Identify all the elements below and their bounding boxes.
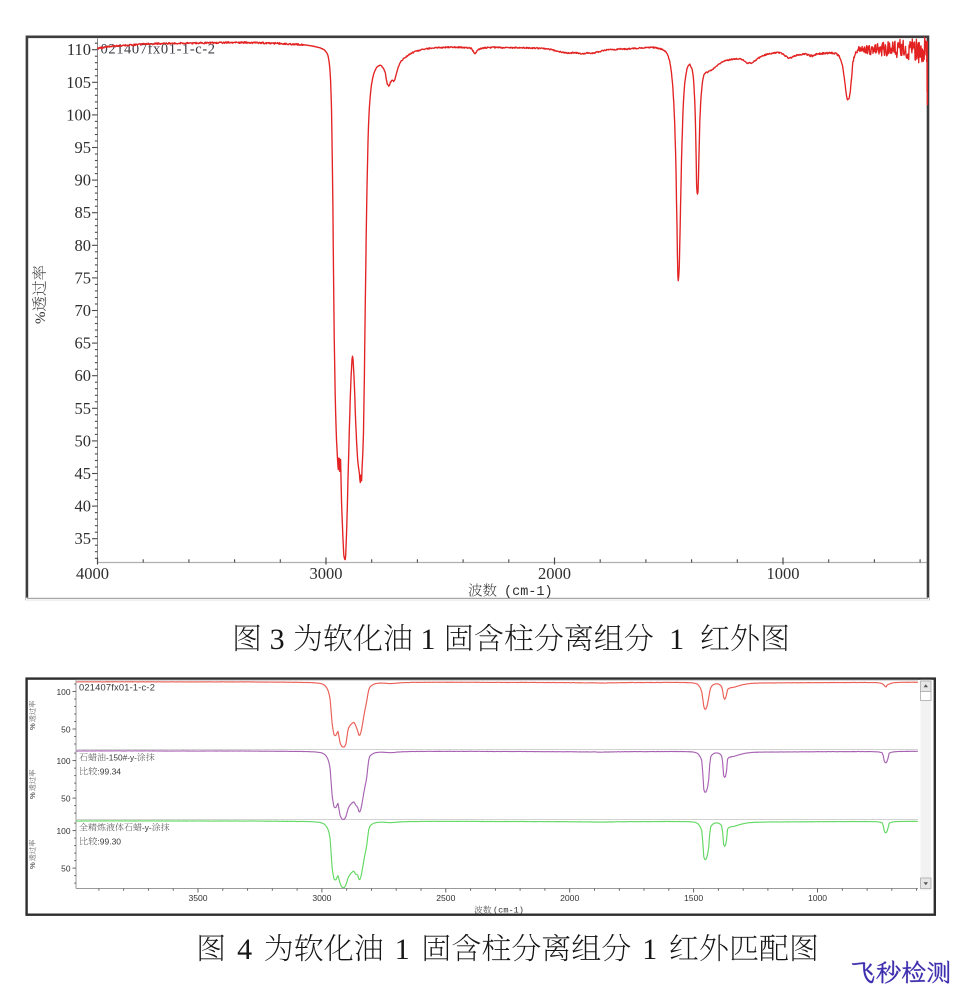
svg-text:100: 100 xyxy=(57,826,71,836)
svg-text:55: 55 xyxy=(75,399,92,418)
svg-text:3000: 3000 xyxy=(312,893,331,903)
svg-text:95: 95 xyxy=(75,138,92,157)
svg-text:40: 40 xyxy=(75,497,92,516)
svg-text:1000: 1000 xyxy=(808,893,827,903)
svg-text:50: 50 xyxy=(61,794,71,804)
svg-text:105: 105 xyxy=(66,73,91,92)
svg-text:%: % xyxy=(28,723,37,730)
svg-text:35: 35 xyxy=(75,529,92,548)
svg-text:2000: 2000 xyxy=(560,893,579,903)
svg-text:100: 100 xyxy=(57,756,71,766)
svg-text:60: 60 xyxy=(75,366,92,385)
svg-text:75: 75 xyxy=(75,268,92,287)
svg-text:1500: 1500 xyxy=(684,893,703,903)
svg-text:90: 90 xyxy=(75,171,92,190)
svg-text:50: 50 xyxy=(61,864,71,874)
svg-text:1: 1 xyxy=(421,623,436,656)
svg-text:4000: 4000 xyxy=(76,564,109,583)
svg-text:1: 1 xyxy=(642,933,657,966)
svg-text:85: 85 xyxy=(75,203,92,222)
svg-text::99.34: :99.34 xyxy=(97,767,121,777)
svg-text:-y-: -y- xyxy=(142,823,152,833)
svg-text:45: 45 xyxy=(75,464,92,483)
svg-text:1: 1 xyxy=(669,623,684,656)
svg-text:-150#-y-: -150#-y- xyxy=(106,753,137,763)
svg-text:50: 50 xyxy=(61,724,71,734)
svg-text:80: 80 xyxy=(75,236,92,255)
svg-text:%: % xyxy=(28,862,37,869)
svg-text:3: 3 xyxy=(270,623,285,656)
svg-text:100: 100 xyxy=(57,687,71,697)
svg-text:3000: 3000 xyxy=(310,564,343,583)
svg-text:100: 100 xyxy=(66,105,91,124)
svg-text:(cm-1): (cm-1) xyxy=(493,906,524,916)
svg-text:4: 4 xyxy=(237,933,252,966)
svg-text:%: % xyxy=(33,312,49,325)
svg-text:2500: 2500 xyxy=(436,893,455,903)
svg-text:70: 70 xyxy=(75,301,92,320)
svg-text:50: 50 xyxy=(75,431,92,450)
svg-text:%: % xyxy=(28,792,37,799)
svg-text::99.30: :99.30 xyxy=(97,837,121,847)
svg-text:65: 65 xyxy=(75,334,92,353)
svg-text:3500: 3500 xyxy=(188,893,207,903)
svg-text:(cm-1): (cm-1) xyxy=(504,585,553,600)
svg-text:1000: 1000 xyxy=(767,564,800,583)
svg-text:2000: 2000 xyxy=(538,564,571,583)
svg-text:1: 1 xyxy=(395,933,410,966)
svg-text:110: 110 xyxy=(67,40,91,59)
svg-text:021407fx01-1-c-2: 021407fx01-1-c-2 xyxy=(79,683,155,693)
